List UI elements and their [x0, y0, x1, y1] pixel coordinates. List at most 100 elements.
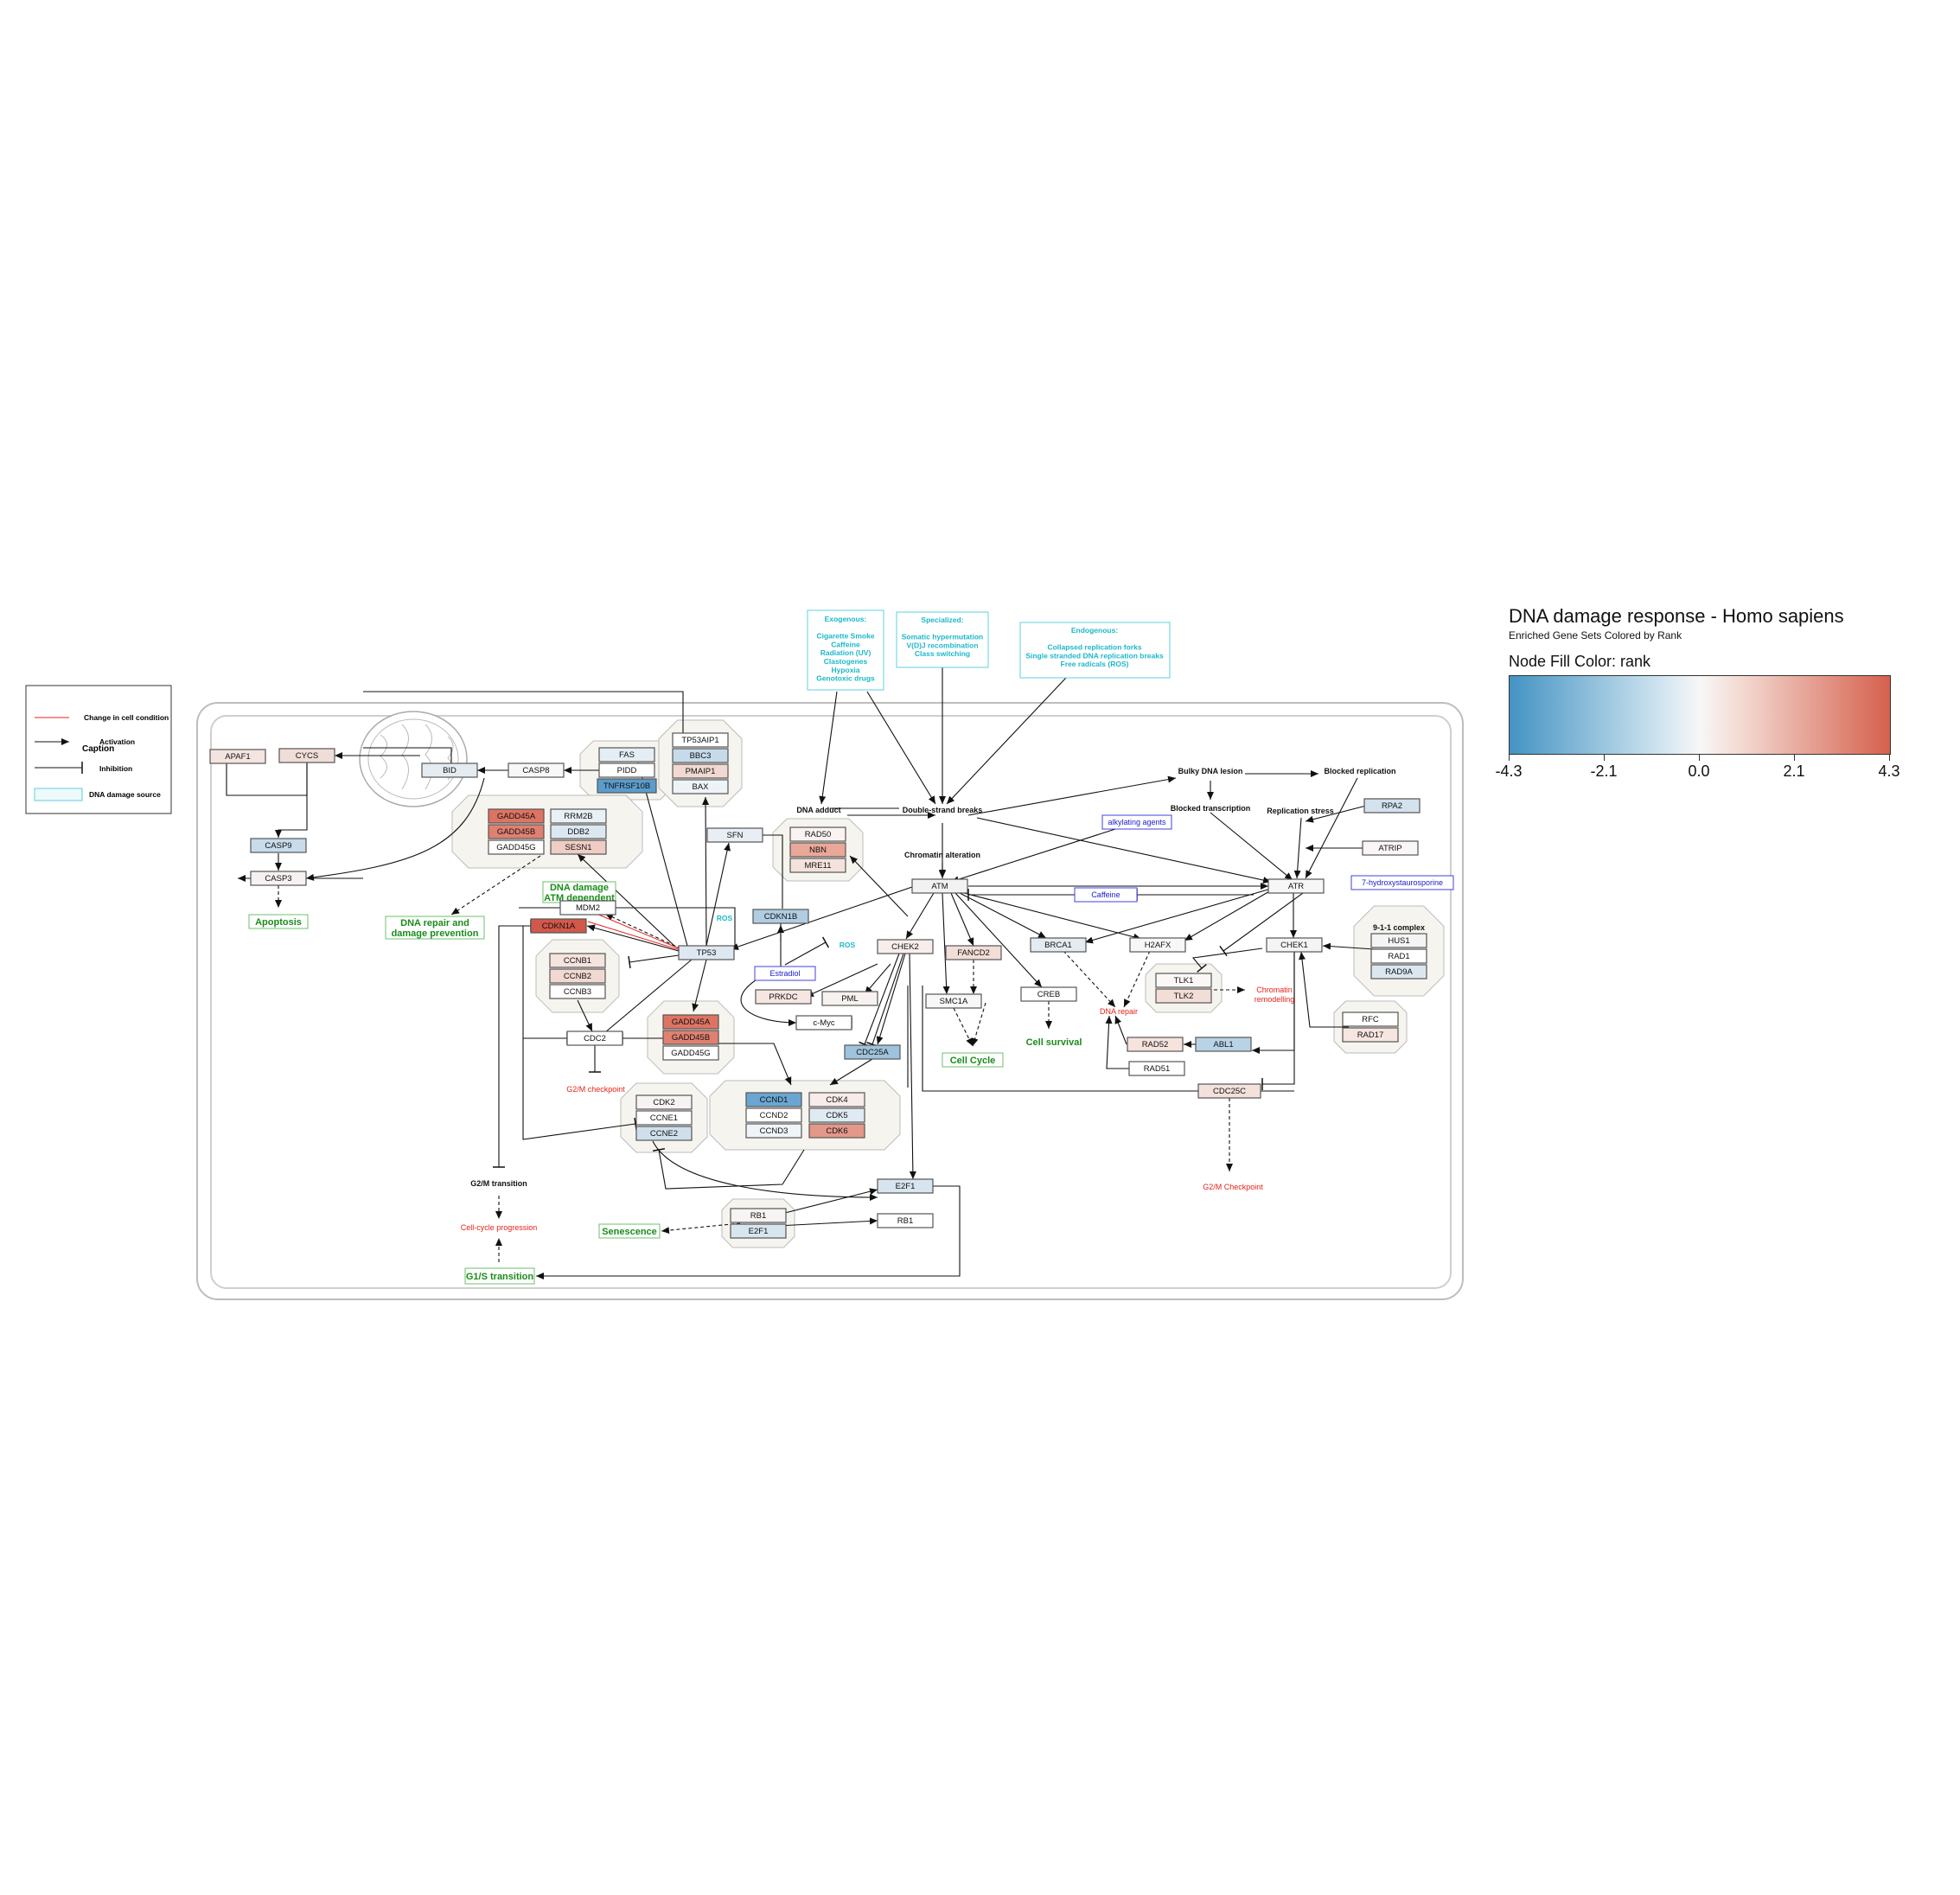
gene-node-gadd45a[interactable]: GADD45A: [488, 808, 545, 824]
gene-node-cdc25a[interactable]: CDC25A: [844, 1044, 901, 1060]
gene-node-cdc2[interactable]: CDC2: [566, 1030, 623, 1046]
gene-node-ccne2[interactable]: CCNE2: [635, 1126, 693, 1141]
edge: [776, 1217, 878, 1227]
gene-label: RAD1: [1388, 952, 1409, 961]
gene-node-nbn[interactable]: NBN: [789, 842, 846, 858]
gene-node-rad50[interactable]: RAD50: [789, 826, 846, 842]
gene-node-abl1[interactable]: ABL1: [1195, 1037, 1252, 1052]
gene-node-casp8[interactable]: CASP8: [508, 762, 565, 778]
gene-node-gadd45b[interactable]: GADD45B: [662, 1030, 719, 1045]
endogenous-source: Endogenous: Collapsed replication forks S…: [1019, 622, 1171, 679]
gene-node-casp9[interactable]: CASP9: [250, 838, 307, 853]
edge: [730, 886, 913, 950]
gene-node-creb[interactable]: CREB: [1020, 986, 1077, 1002]
gene-node-mdm2[interactable]: MDM2: [559, 900, 616, 916]
gene-node-sfn[interactable]: SFN: [706, 827, 763, 843]
gene-node-cdk4[interactable]: CDK4: [808, 1092, 865, 1107]
edge: [652, 1148, 805, 1190]
gene-node-pml[interactable]: PML: [821, 991, 878, 1006]
gene-node-pidd[interactable]: PIDD: [598, 762, 655, 778]
gene-node-cdk2[interactable]: CDK2: [635, 1094, 693, 1110]
label-chromatin-remodelling: Chromatin: [1256, 986, 1293, 994]
edge: [1084, 888, 1272, 944]
edge: [967, 775, 1177, 816]
gene-node-pmaip1[interactable]: PMAIP1: [672, 763, 729, 779]
gene-node-atm[interactable]: ATM: [911, 878, 968, 894]
source-line: Cigarette Smoke: [816, 632, 874, 641]
gene-label: BRCA1: [1044, 941, 1072, 950]
gene-node-rfc[interactable]: RFC: [1342, 1011, 1399, 1027]
gene-node-bid[interactable]: BID: [421, 762, 478, 778]
gene-node-fancd2[interactable]: FANCD2: [945, 945, 1002, 960]
gene-node-bbc3[interactable]: BBC3: [672, 748, 729, 763]
gene-node-rad1[interactable]: RAD1: [1370, 948, 1427, 964]
gene-node-sesn1[interactable]: SESN1: [550, 839, 607, 855]
gene-node-brca1[interactable]: BRCA1: [1030, 937, 1087, 953]
legend-tick: 2.1: [1783, 762, 1805, 780]
gene-node-cdk5[interactable]: CDK5: [808, 1107, 865, 1123]
gene-node-smc1a[interactable]: SMC1A: [925, 993, 982, 1009]
gene-node-rad17[interactable]: RAD17: [1342, 1027, 1399, 1043]
gene-node-apaf1[interactable]: APAF1: [209, 749, 266, 764]
gene-node-atrip[interactable]: ATRIP: [1362, 840, 1419, 856]
gene-node-prkdc[interactable]: PRKDC: [755, 989, 812, 1005]
gene-node-ccnd3[interactable]: CCND3: [745, 1123, 802, 1139]
gene-node-gadd45a[interactable]: GADD45A: [662, 1014, 719, 1030]
gene-node-casp3[interactable]: CASP3: [250, 871, 307, 886]
gene-node-e2f1[interactable]: E2F1: [730, 1223, 787, 1239]
gene-node-bax[interactable]: BAX: [672, 779, 729, 794]
gene-node-rad51[interactable]: RAD51: [1128, 1061, 1185, 1076]
gene-label: TP53: [697, 948, 717, 958]
gene-node-ccnb2[interactable]: CCNB2: [549, 968, 606, 984]
gene-label: BID: [443, 766, 456, 775]
gene-node-hus1[interactable]: HUS1: [1370, 933, 1427, 948]
gene-node-tp53[interactable]: TP53: [678, 945, 735, 960]
gene-label: E2F1: [896, 1182, 916, 1191]
gene-node-cdc25c[interactable]: CDC25C: [1197, 1083, 1261, 1099]
gene-node-ccnb1[interactable]: CCNB1: [549, 953, 606, 968]
gene-node-ccnb3[interactable]: CCNB3: [549, 984, 606, 999]
gene-node-gadd45g[interactable]: GADD45G: [488, 839, 545, 855]
label-chromatin-remodelling-2: remodelling: [1255, 995, 1295, 1004]
gene-node-rrm2b[interactable]: RRM2B: [550, 808, 607, 824]
edge: [1105, 1015, 1129, 1069]
gene-node-chek2[interactable]: CHEK2: [877, 939, 934, 954]
gene-node-ddb2[interactable]: DDB2: [550, 824, 607, 839]
source-line: Class switching: [915, 649, 970, 658]
gene-node-rpa2[interactable]: RPA2: [1363, 798, 1421, 814]
gene-node-rad52[interactable]: RAD52: [1127, 1037, 1184, 1052]
gene-node-tlk2[interactable]: TLK2: [1155, 988, 1212, 1004]
gene-node-cdkn1b[interactable]: CDKN1B: [752, 909, 809, 924]
gene-node-e2f1[interactable]: E2F1: [877, 1178, 934, 1194]
gene-node-gadd45g[interactable]: GADD45G: [662, 1045, 719, 1061]
gene-node-rb1[interactable]: RB1: [877, 1213, 934, 1228]
edge: [1252, 952, 1295, 1054]
gene-node-ccnd1[interactable]: CCND1: [745, 1092, 802, 1107]
gene-node-cdkn1a[interactable]: CDKN1A: [530, 918, 587, 934]
source-line: Collapsed replication forks: [1047, 643, 1141, 652]
gene-label: CDKN1B: [764, 912, 798, 922]
edge: [661, 1222, 741, 1235]
gene-node-cycs[interactable]: CYCS: [278, 748, 335, 763]
gene-node-c-myc[interactable]: c-Myc: [795, 1015, 852, 1030]
legend-tick: -4.3: [1495, 762, 1523, 780]
edge: [363, 747, 452, 763]
gene-node-rb1[interactable]: RB1: [730, 1208, 787, 1223]
gene-node-h2afx[interactable]: H2AFX: [1129, 937, 1186, 953]
gene-node-gadd45b[interactable]: GADD45B: [488, 824, 545, 839]
gene-label: c-Myc: [813, 1018, 835, 1028]
gene-node-tlk1[interactable]: TLK1: [1155, 973, 1212, 988]
gene-node-tp53aip1[interactable]: TP53AIP1: [672, 732, 729, 748]
source-line: V(D)J recombination: [906, 641, 978, 649]
gene-node-rad9a[interactable]: RAD9A: [1370, 964, 1427, 979]
gene-node-tnfrsf10b[interactable]: TNFRSF10B: [597, 778, 657, 794]
gene-node-ccne1[interactable]: CCNE1: [635, 1110, 693, 1126]
gene-node-atr[interactable]: ATR: [1267, 878, 1325, 894]
gene-node-mre11[interactable]: MRE11: [789, 858, 846, 873]
gene-node-ccnd2[interactable]: CCND2: [745, 1107, 802, 1123]
cell-boundary-inner: [210, 715, 1452, 1289]
gene-node-fas[interactable]: FAS: [598, 747, 655, 762]
gene-label: CASP8: [522, 766, 549, 775]
gene-node-chek1[interactable]: CHEK1: [1266, 937, 1323, 953]
gene-node-cdk6[interactable]: CDK6: [808, 1123, 865, 1139]
